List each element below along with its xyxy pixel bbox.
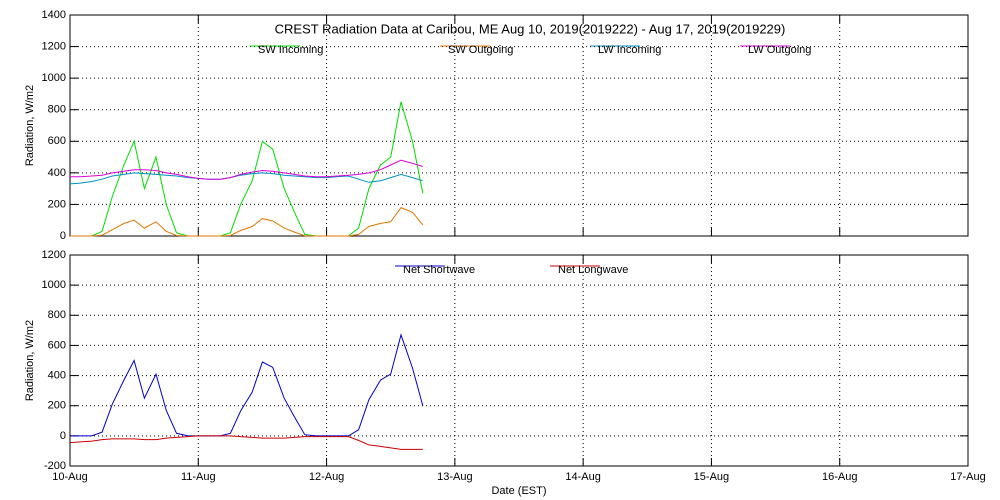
- x-tick-label: 17-Aug: [950, 471, 985, 483]
- series-line: [70, 101, 424, 237]
- series-line: [70, 333, 424, 437]
- plot-frame: [69, 254, 969, 467]
- y-tick-label: 400: [48, 369, 66, 381]
- y-tick-label: 1200: [42, 40, 66, 52]
- x-tick-label: 12-Aug: [309, 471, 344, 483]
- legend-label: SW Incoming: [258, 44, 323, 56]
- series-line: [69, 172, 423, 185]
- y-tick-label: 1200: [42, 249, 66, 261]
- x-tick-label: 16-Aug: [822, 471, 857, 483]
- legend-label: Net Shortwave: [403, 264, 475, 276]
- x-tick-label: 13-Aug: [437, 471, 472, 483]
- y-tick-label: 600: [48, 135, 66, 147]
- legend-label: Net Longwave: [558, 264, 628, 276]
- chart-title: CREST Radiation Data at Caribou, ME Aug …: [275, 21, 786, 36]
- x-axis-label: Date (EST): [491, 485, 546, 497]
- x-tick-label: 10-Aug: [52, 471, 87, 483]
- plot-frame: [69, 14, 969, 237]
- y-axis-label: Radiation, W/m2: [24, 85, 36, 166]
- y-tick-label: 1000: [42, 279, 66, 291]
- y-axis-label: Radiation, W/m2: [24, 320, 36, 401]
- y-tick-label: 0: [60, 230, 66, 242]
- y-tick-label: 200: [48, 198, 66, 210]
- legend-label: LW Incoming: [598, 44, 661, 56]
- y-tick-label: 800: [48, 104, 66, 116]
- y-tick-label: 1000: [42, 72, 66, 84]
- y-tick-label: 800: [48, 309, 66, 321]
- series-line: [70, 206, 424, 237]
- y-tick-label: 600: [48, 339, 66, 351]
- x-tick-label: 15-Aug: [694, 471, 729, 483]
- series-line: [70, 159, 423, 180]
- x-tick-label: 11-Aug: [181, 471, 216, 483]
- y-tick-label: 1400: [42, 9, 66, 21]
- legend-label: SW Outgoing: [448, 44, 513, 56]
- y-tick-label: 400: [48, 167, 66, 179]
- legend-label: LW Outgoing: [748, 44, 811, 56]
- y-tick-label: -200: [44, 460, 66, 472]
- x-tick-label: 14-Aug: [565, 471, 600, 483]
- y-tick-label: 200: [48, 400, 66, 412]
- y-tick-label: 0: [60, 430, 66, 442]
- series-line: [69, 435, 423, 450]
